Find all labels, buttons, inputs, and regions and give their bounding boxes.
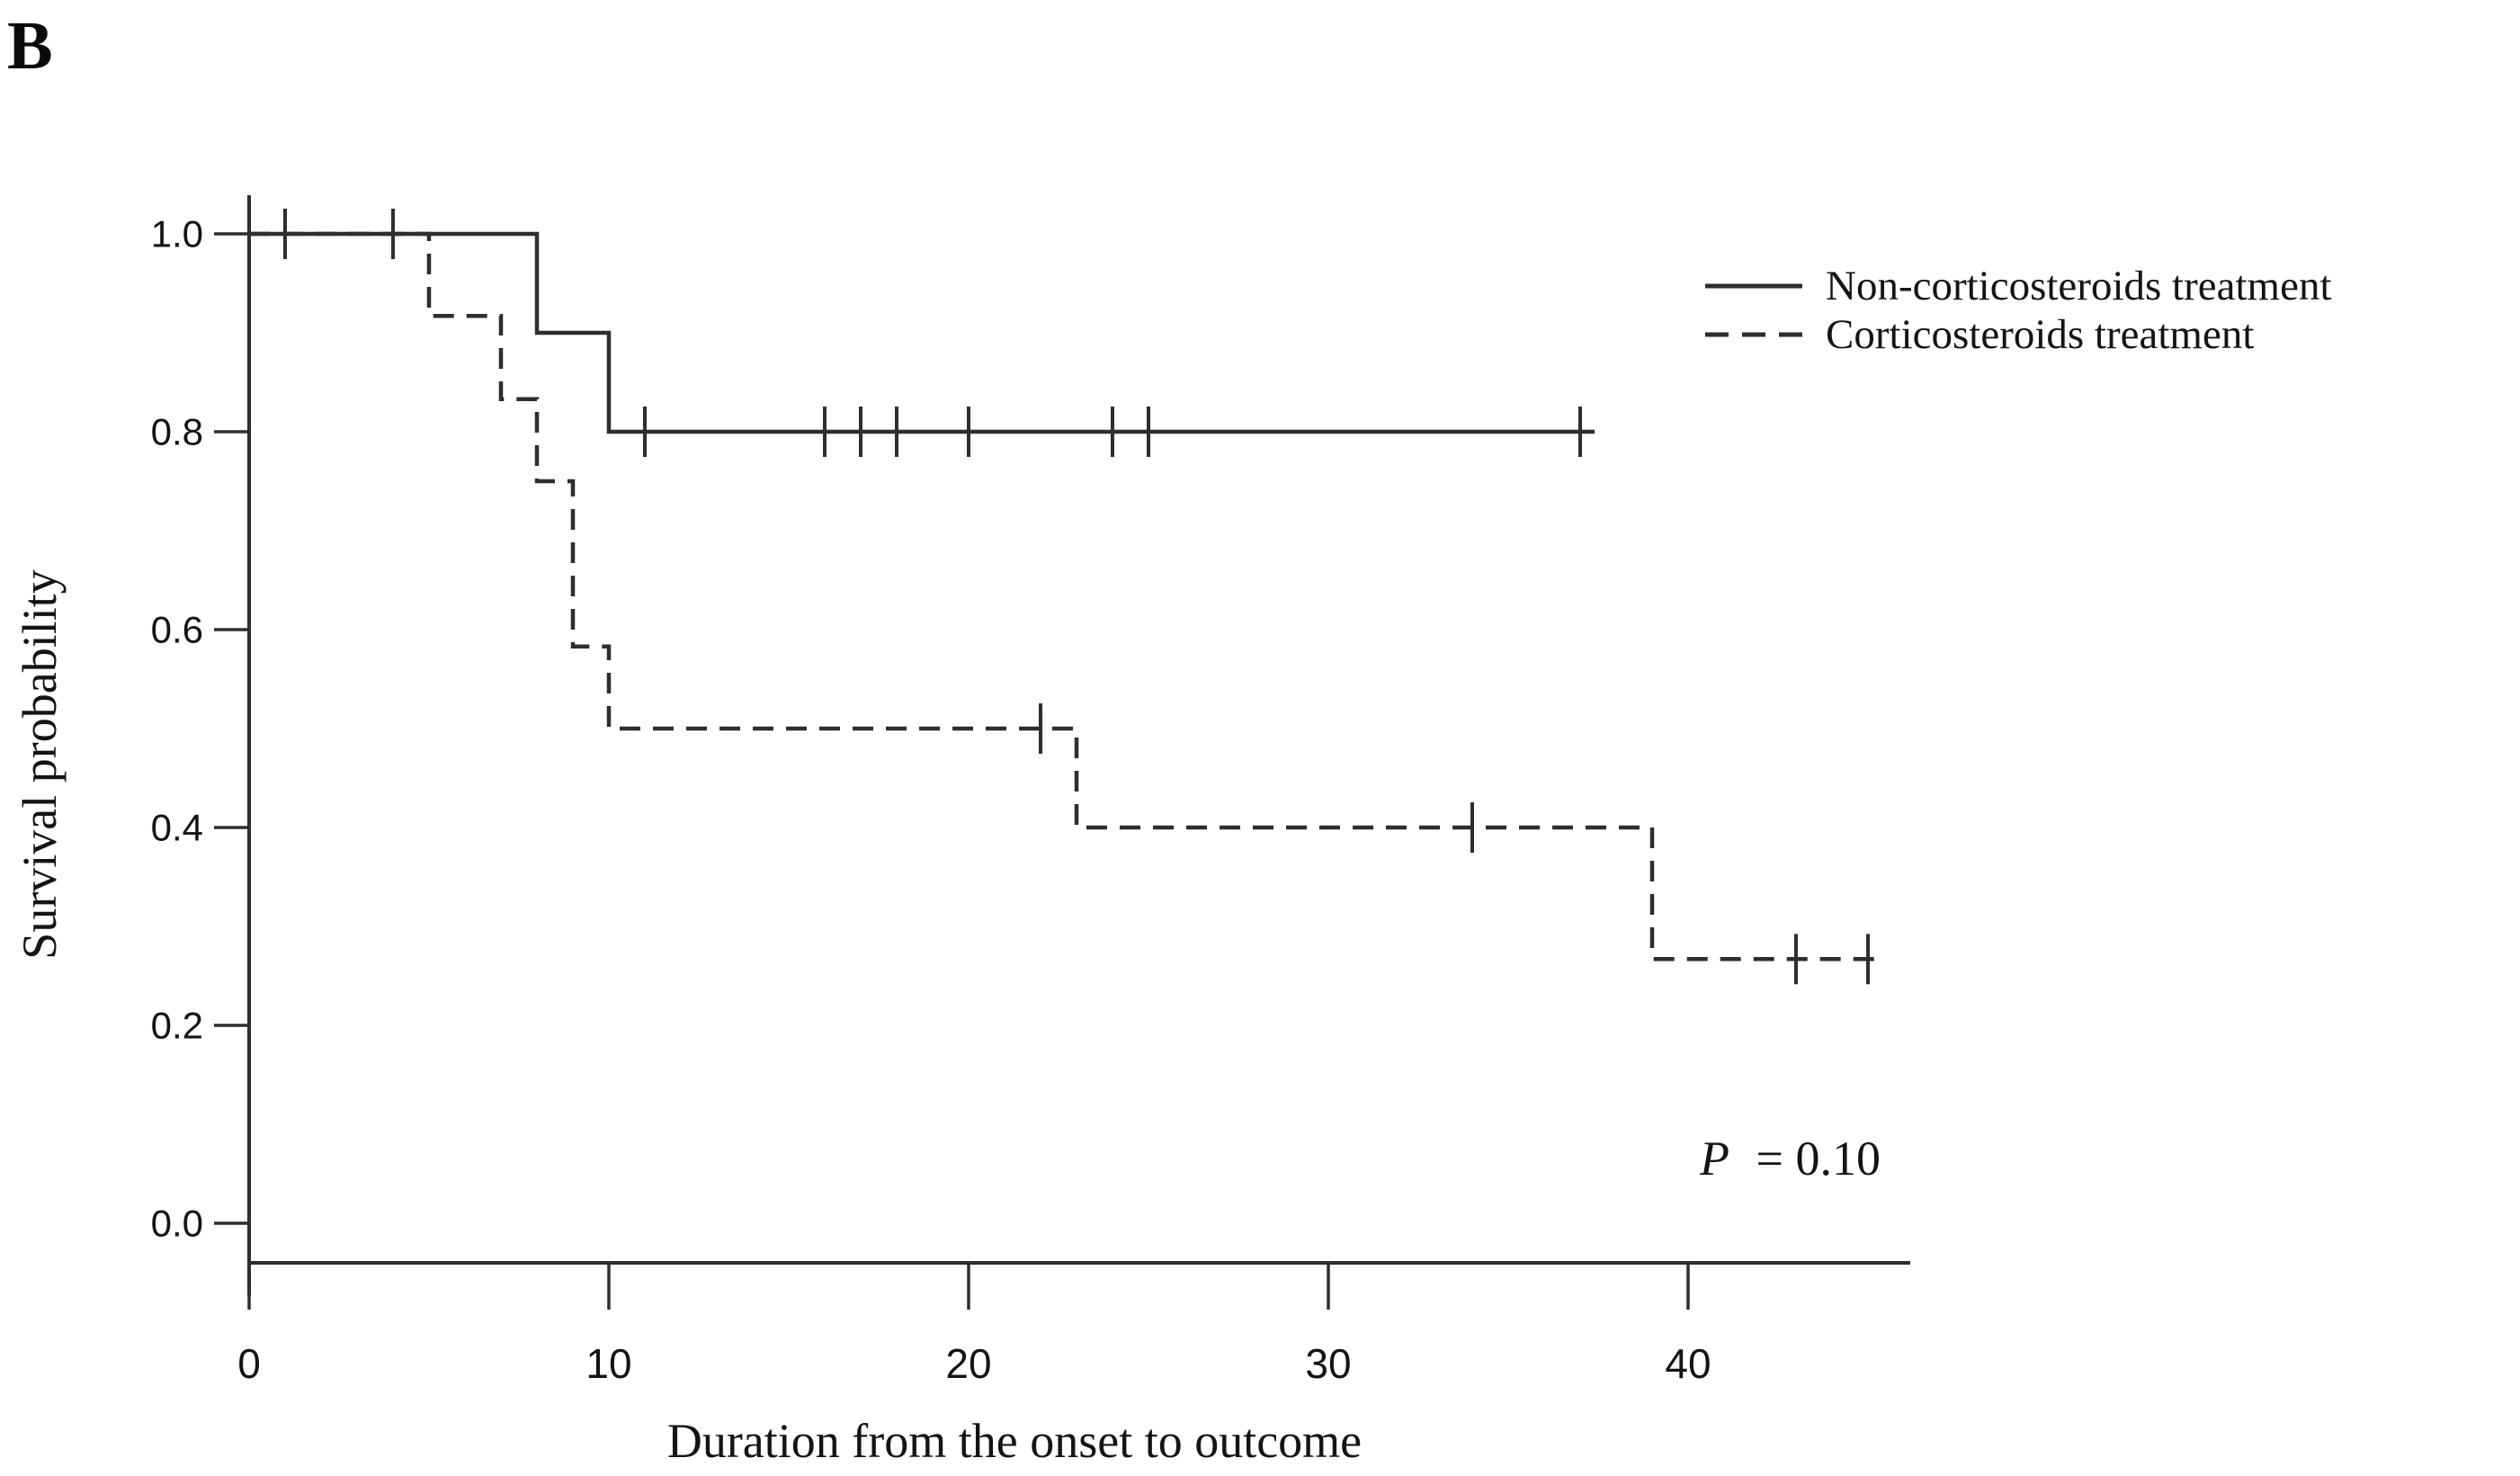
- p-value-symbol: P: [1699, 1132, 1729, 1185]
- x-tick-label-30: 30: [1305, 1340, 1351, 1387]
- p-value-annotation: P = 0.10: [1699, 1132, 1881, 1185]
- legend: Non-corticosteroids treatment Corticoste…: [1705, 263, 2332, 358]
- x-axis-title: Duration from the onset to outcome: [667, 1414, 1362, 1468]
- y-tick-label-0.2: 0.2: [151, 1005, 203, 1047]
- x-tick-label-10: 10: [585, 1340, 631, 1387]
- legend-label-corticosteroids: Corticosteroids treatment: [1826, 311, 2254, 358]
- x-tick-label-40: 40: [1665, 1340, 1711, 1387]
- y-tick-label-0.0: 0.0: [151, 1203, 203, 1245]
- x-axis-ticks: 0 10 20 30 40: [237, 1263, 1711, 1387]
- legend-label-non-corticosteroids: Non-corticosteroids treatment: [1826, 263, 2332, 309]
- panel-letter: B: [7, 8, 53, 84]
- y-tick-label-1.0: 1.0: [151, 213, 203, 255]
- y-axis-ticks: 0.0 0.2 0.4 0.6 0.8 1.0: [151, 213, 249, 1245]
- p-value-number: = 0.10: [1756, 1132, 1881, 1185]
- curve-corticosteroids: [249, 231, 1886, 962]
- x-tick-label-0: 0: [237, 1340, 261, 1387]
- y-tick-label-0.4: 0.4: [151, 807, 203, 849]
- y-tick-label-0.8: 0.8: [151, 411, 203, 453]
- y-tick-label-0.6: 0.6: [151, 609, 203, 651]
- survival-curves: [249, 209, 1886, 985]
- curve-non-corticosteroids: [249, 231, 1595, 434]
- y-axis-title: Survival probability: [13, 569, 67, 959]
- x-tick-label-20: 20: [945, 1340, 991, 1387]
- axes: 0.0 0.2 0.4 0.6 0.8 1.0 0 10 20 30 40: [151, 195, 1910, 1387]
